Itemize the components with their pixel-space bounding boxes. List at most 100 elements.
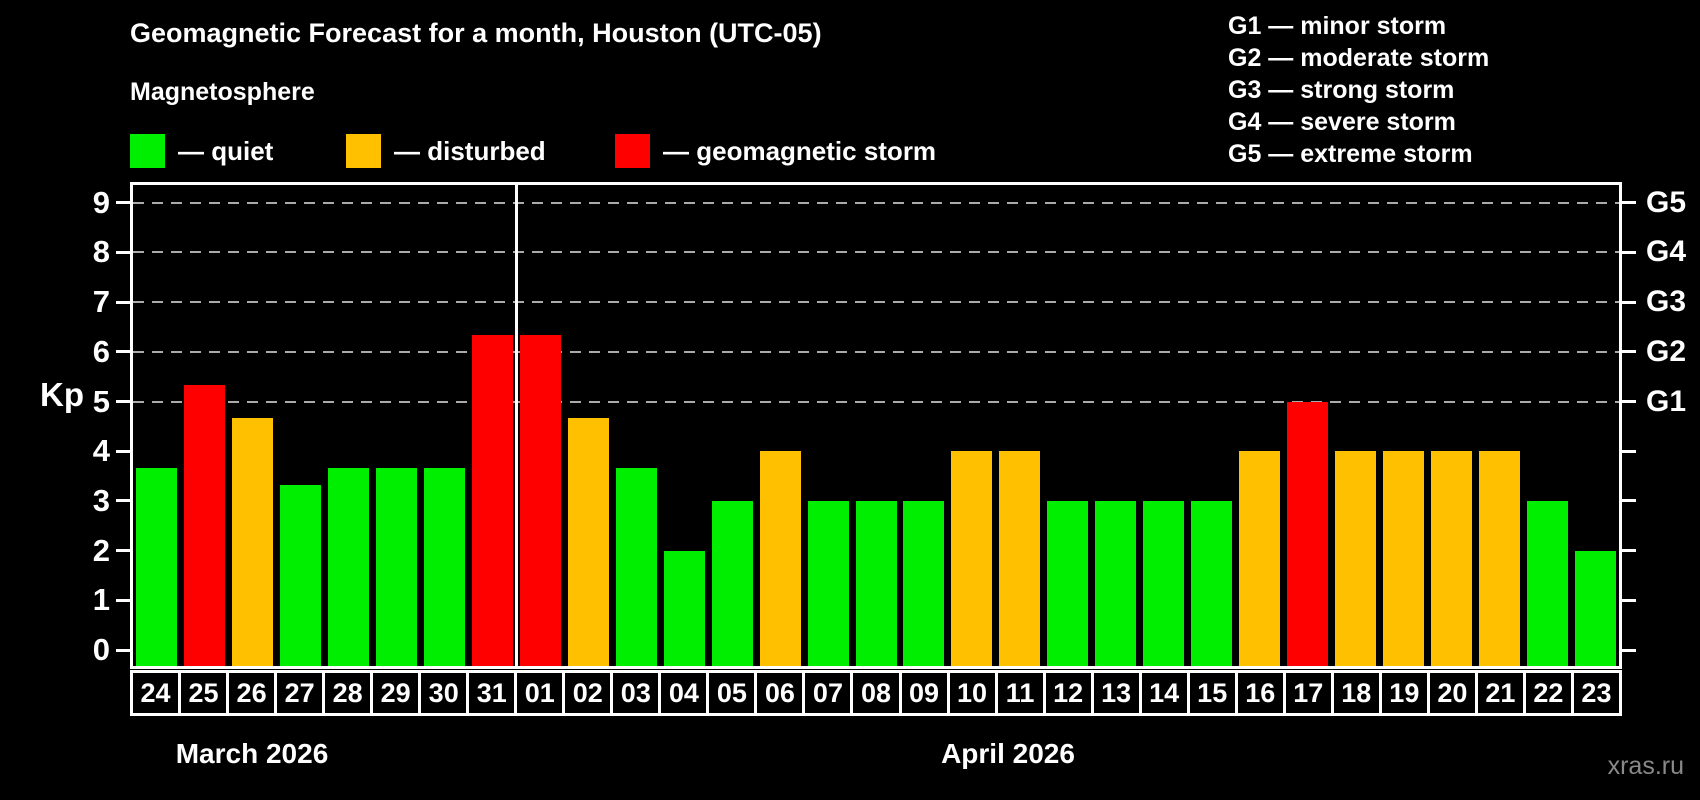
right-axis-label-g4: G4	[1646, 235, 1687, 269]
day-label-10: 10	[949, 670, 998, 716]
day-label-16: 16	[1237, 670, 1286, 716]
bar-day-19	[1382, 451, 1424, 666]
y-tick-left-2	[116, 549, 130, 553]
storm-scale-legend: G1 — minor storm G2 — moderate storm G3 — …	[1228, 10, 1489, 170]
day-label-14: 14	[1141, 670, 1190, 716]
bar-day-30	[424, 467, 466, 666]
day-label-27: 27	[277, 670, 326, 716]
bar-day-16	[1238, 451, 1280, 666]
bar-day-31	[472, 335, 514, 666]
bar-day-07	[807, 500, 849, 666]
day-label-29: 29	[373, 670, 422, 716]
y-axis-label: Kp	[40, 376, 84, 413]
day-label-23: 23	[1573, 670, 1622, 716]
y-tick-label-0: 0	[92, 632, 110, 667]
bar-day-02	[567, 417, 609, 666]
bar-day-22	[1526, 500, 1568, 666]
bar-day-03	[615, 467, 657, 666]
bar-day-17	[1286, 401, 1328, 666]
legend-label-disturbed: — disturbed	[394, 135, 546, 166]
y-tick-right-5	[1622, 400, 1636, 403]
chart-subtitle: Magnetosphere	[130, 78, 315, 106]
y-tick-label-6: 6	[92, 333, 110, 369]
day-label-25: 25	[181, 670, 230, 716]
y-tick-left-1	[116, 598, 130, 602]
y-tick-label-1: 1	[92, 582, 110, 618]
bar-day-26	[232, 417, 274, 666]
bar-day-11	[999, 451, 1041, 666]
bar-day-18	[1334, 451, 1376, 666]
legend-label-storm: — geomagnetic storm	[663, 135, 937, 166]
bar-day-25	[184, 385, 226, 666]
day-label-21: 21	[1477, 670, 1526, 716]
y-tick-left-9	[116, 201, 130, 205]
y-tick-right-0	[1622, 648, 1636, 652]
day-label-06: 06	[757, 670, 806, 716]
legend-item-disturbed: — disturbed	[346, 133, 546, 169]
bar-day-06	[759, 451, 801, 666]
legend-item-quiet: — quiet	[130, 133, 273, 169]
y-tick-right-8	[1622, 250, 1636, 254]
y-tick-label-2: 2	[92, 532, 110, 568]
legend-swatch-disturbed	[346, 134, 381, 168]
bar-day-08	[855, 500, 897, 666]
legend-item-storm: — geomagnetic storm	[615, 133, 936, 169]
watermark: xras.ru	[1607, 752, 1684, 780]
day-label-02: 02	[565, 670, 614, 716]
right-axis-label-g1: G1	[1646, 384, 1687, 418]
y-tick-right-4	[1622, 449, 1636, 453]
day-label-03: 03	[613, 670, 662, 716]
bar-day-13	[1095, 500, 1137, 666]
y-tick-left-6	[116, 350, 130, 354]
day-label-28: 28	[325, 670, 374, 716]
gridline-kp-8	[133, 251, 1619, 254]
gridline-kp-6	[133, 350, 1619, 353]
y-tick-label-7: 7	[92, 284, 110, 320]
legend-swatch-storm	[615, 134, 650, 168]
day-label-31: 31	[469, 670, 518, 716]
legend-label-quiet: — quiet	[178, 135, 274, 166]
y-tick-right-2	[1622, 549, 1636, 553]
y-tick-right-7	[1622, 300, 1636, 304]
bar-day-29	[376, 467, 418, 666]
storm-scale-line-g4: G4 — severe storm	[1228, 108, 1456, 136]
y-tick-right-9	[1622, 201, 1636, 205]
plot-area	[130, 182, 1622, 669]
day-label-07: 07	[805, 670, 854, 716]
gridline-kp-5	[133, 400, 1619, 403]
gridline-kp-9	[133, 201, 1619, 204]
bar-day-05	[711, 500, 753, 666]
bar-day-10	[951, 451, 993, 666]
day-label-04: 04	[661, 670, 710, 716]
y-tick-left-8	[116, 250, 130, 254]
right-axis-label-g3: G3	[1646, 285, 1687, 319]
y-tick-left-0	[116, 648, 130, 652]
legend-swatch-quiet	[130, 134, 165, 168]
day-label-01: 01	[517, 670, 566, 716]
chart-title: Geomagnetic Forecast for a month, Housto…	[130, 18, 822, 48]
bar-day-28	[328, 467, 370, 666]
day-label-13: 13	[1093, 670, 1142, 716]
y-tick-label-9: 9	[92, 184, 110, 220]
day-label-05: 05	[709, 670, 758, 716]
storm-scale-line-g5: G5 — extreme storm	[1228, 140, 1473, 168]
y-tick-label-5: 5	[92, 383, 110, 419]
day-label-19: 19	[1381, 670, 1430, 716]
day-label-09: 09	[901, 670, 950, 716]
bar-day-20	[1430, 451, 1472, 666]
y-tick-left-4	[116, 449, 130, 453]
bar-day-27	[280, 484, 322, 666]
day-label-18: 18	[1333, 670, 1382, 716]
x-axis-day-labels: 24 25 26 27 28 29 30 31 01 02 03 04 05 06 07 08 09 10 11 12…	[130, 670, 1622, 716]
month-label-march-2026: March 2026	[175, 738, 329, 769]
bar-day-23	[1574, 550, 1616, 666]
y-tick-label-3: 3	[92, 482, 110, 518]
y-tick-left-3	[116, 499, 130, 503]
day-label-26: 26	[229, 670, 278, 716]
right-axis-label-g2: G2	[1646, 334, 1687, 368]
storm-scale-line-g2: G2 — moderate storm	[1228, 44, 1490, 72]
day-label-24: 24	[130, 670, 182, 716]
day-label-08: 08	[853, 670, 902, 716]
y-tick-left-7	[116, 300, 130, 304]
bar-day-14	[1143, 500, 1185, 666]
